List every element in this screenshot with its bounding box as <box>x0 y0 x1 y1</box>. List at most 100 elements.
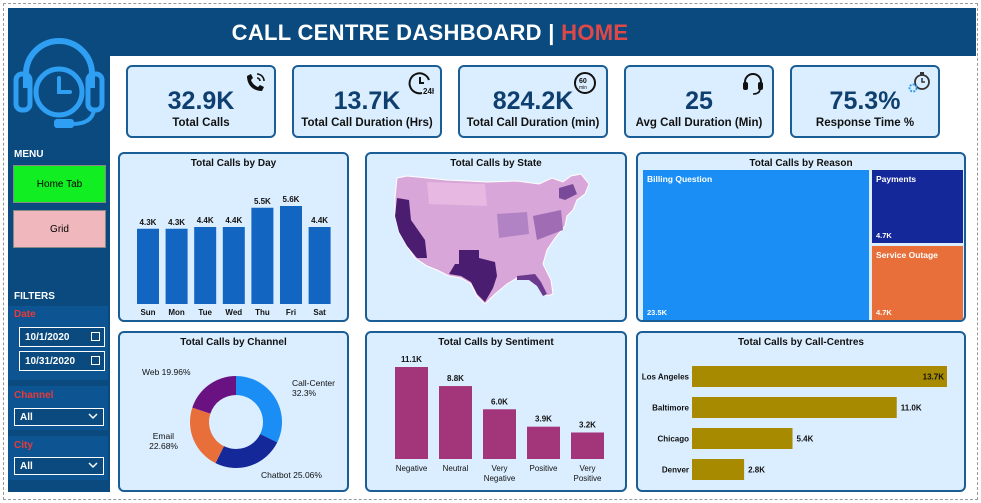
treemap-tile-payments: Payments 4.7K <box>872 170 963 243</box>
kpi-label: Total Call Duration (Hrs) <box>301 117 433 129</box>
treemap-tile-label: Service Outage <box>876 250 938 260</box>
bar-sun <box>137 228 159 304</box>
tick-label: Sat <box>313 308 326 317</box>
date-filter-label: Date <box>14 309 36 320</box>
tick-label: Thu <box>255 308 270 317</box>
slice-label: Email <box>153 431 174 441</box>
tick-label: Wed <box>225 308 242 317</box>
tick-label: Denver <box>662 466 689 475</box>
date-from-input[interactable]: 10/1/2020 <box>19 327 105 347</box>
tick-label: Baltimore <box>652 404 689 413</box>
stopwatch-gear-icon <box>908 72 930 93</box>
chart-title: Total Calls by Channel <box>180 337 287 348</box>
data-label: 3.2K <box>579 420 596 429</box>
kpi-value: 75.3% <box>829 87 901 115</box>
chart-title: Total Calls by Call-Centres <box>738 337 864 348</box>
city-select-value: All <box>20 460 33 472</box>
bar-baltimore <box>692 397 897 418</box>
bar-negative <box>395 367 428 459</box>
bar-very-negative <box>483 409 516 459</box>
slice-value: 32.3% <box>292 388 317 398</box>
kpi-value: 32.9K <box>167 87 235 115</box>
svg-text:24h: 24h <box>423 87 434 96</box>
data-label: 2.8K <box>748 466 765 475</box>
tick-label: Fri <box>286 308 296 317</box>
bar-very-positive <box>571 432 604 459</box>
treemap-tile-value: 23.5K <box>647 308 668 317</box>
north-states-shape <box>427 182 487 206</box>
mid-states-shape <box>497 212 529 238</box>
city-select[interactable]: All <box>14 457 104 475</box>
slice-label: Web 19.96% <box>142 367 191 377</box>
kpi-label: Response Time % <box>815 117 915 129</box>
data-label: 8.8K <box>447 374 464 383</box>
calls-by-reason-card: Total Calls by Reason Billing Question 23… <box>636 152 966 322</box>
data-label: 5.4K <box>797 435 814 444</box>
calendar-icon[interactable] <box>91 332 100 341</box>
headset-logo-icon <box>13 38 105 128</box>
data-label: 4.4K <box>197 216 214 225</box>
chart-title: Total Calls by State <box>450 158 542 169</box>
calls-by-sentiment-chart: 11.1KNegative8.8KNeutral6.0KVeryNegative… <box>395 355 604 483</box>
slice-web <box>192 376 236 414</box>
bar-thu <box>251 207 274 304</box>
calls-by-sentiment-card: Total Calls by Sentiment 11.1K Negative 8.… <box>365 331 627 492</box>
treemap-tile-label: Payments <box>876 174 917 184</box>
calls-by-centre-card: Total Calls by Call-Centres Los Angeles 1… <box>636 331 966 492</box>
florida-shape <box>517 274 547 296</box>
chevron-down-icon[interactable] <box>88 460 98 470</box>
treemap-tile-billing-question: Billing Question 23.5K <box>643 170 869 320</box>
header-bar: CALL CENTRE DASHBOARD | HOME <box>110 8 976 56</box>
date-to-input[interactable]: 10/31/2020 <box>19 351 105 371</box>
home-tab-button[interactable]: Home Tab <box>13 165 106 203</box>
slice-label: Chatbot 25.06% <box>261 470 322 480</box>
city-filter-label: City <box>14 440 33 451</box>
data-label: 4.4K <box>311 216 328 225</box>
kpi-total-call-duration-hrs: 24h 13.7K Total Call Duration (Hrs) <box>292 65 442 138</box>
data-label: 11.1K <box>401 355 422 364</box>
tick-label: Very <box>491 464 507 473</box>
phone-ringing-icon <box>247 73 265 91</box>
title-separator: | <box>548 20 555 45</box>
chevron-down-icon[interactable] <box>88 411 98 421</box>
filters-heading: FILTERS <box>14 291 55 302</box>
bar-neutral <box>439 386 472 459</box>
tick-label: Negative <box>396 464 428 473</box>
clock-24h-icon: 24h <box>408 72 434 96</box>
kpi-label: Avg Call Duration (Min) <box>635 117 763 129</box>
calendar-icon[interactable] <box>91 356 100 365</box>
bar-fri <box>280 206 302 304</box>
page-name: HOME <box>561 20 629 45</box>
treemap-tile-value: 4.7K <box>876 308 892 317</box>
data-label: 4.4K <box>225 216 242 225</box>
headset-icon <box>743 73 763 95</box>
slice-call-center <box>236 376 282 443</box>
chart-title: Total Calls by Day <box>190 158 277 169</box>
slice-chatbot <box>215 433 278 468</box>
tick-label: Negative <box>484 474 516 483</box>
tick-label: Tue <box>198 308 212 317</box>
clock-60min-icon: 60 min <box>574 72 596 94</box>
treemap-tile-label: Billing Question <box>647 174 713 184</box>
california-shape <box>395 198 427 258</box>
data-label: 4.3K <box>168 218 185 227</box>
east-states-shape <box>533 210 563 240</box>
bar-mon <box>165 228 188 304</box>
bar-sat <box>308 227 331 304</box>
tick-label: Mon <box>168 308 185 317</box>
kpi-value: 824.2K <box>492 87 574 115</box>
kpi-label: Total Call Duration (min) <box>466 117 600 129</box>
dashboard-title: CALL CENTRE DASHBOARD <box>231 20 542 45</box>
bar-tue <box>194 227 217 304</box>
data-label: 5.5K <box>254 197 271 206</box>
kpi-avg-call-duration: 25 Avg Call Duration (Min) <box>624 65 774 138</box>
kpi-total-calls: 32.9K Total Calls <box>126 65 276 138</box>
slice-label: Call-Center <box>292 378 335 388</box>
calls-by-channel-card: Total Calls by Channel Call-Center 32.3% C… <box>118 331 349 492</box>
calls-by-state-card: Total Calls by State <box>365 152 627 322</box>
grid-button[interactable]: Grid <box>13 210 106 248</box>
channel-select[interactable]: All <box>14 408 104 426</box>
reason-treemap: Billing Question 23.5K Payments 4.7K Service… <box>643 170 963 320</box>
treemap-tile-value: 4.7K <box>876 231 892 240</box>
new-york-shape <box>559 184 577 200</box>
